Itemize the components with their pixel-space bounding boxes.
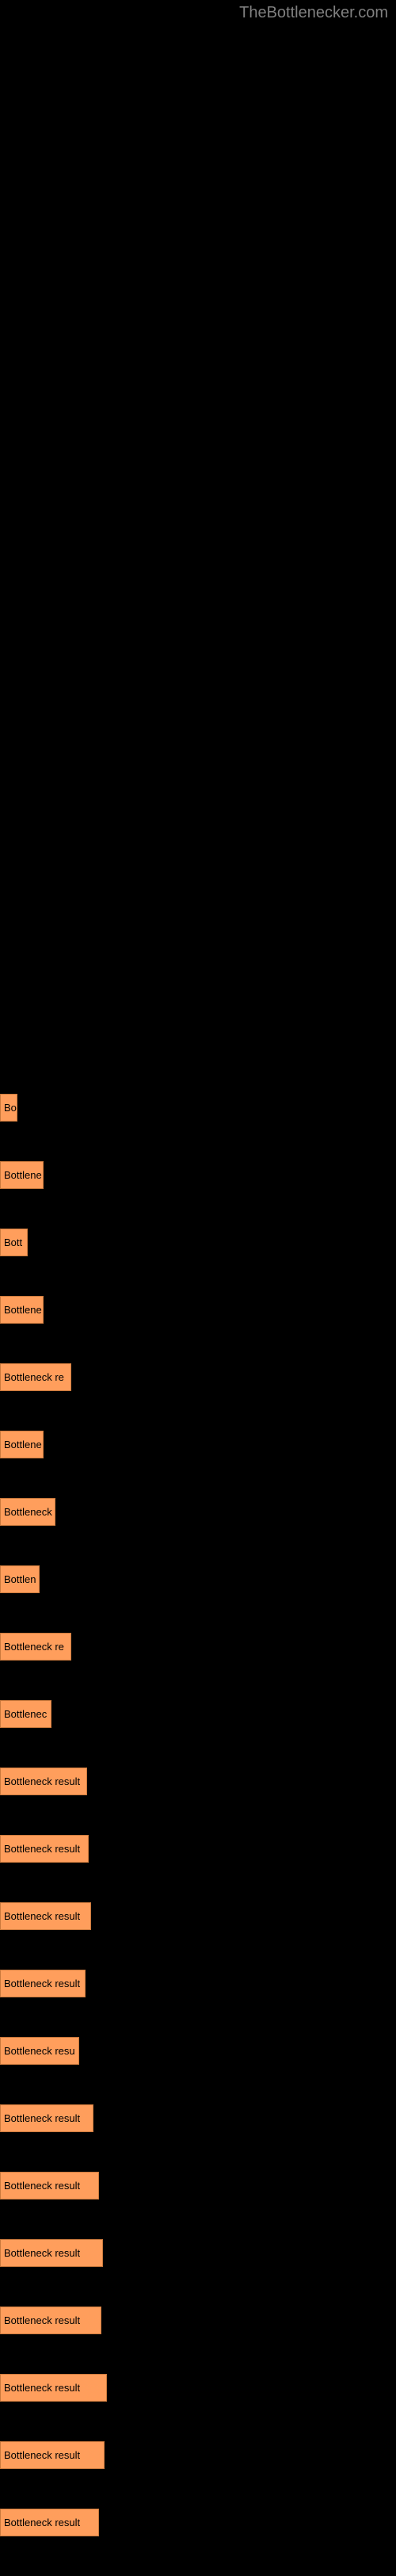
chart-bar: Bottleneck result: [0, 1768, 87, 1795]
chart-bar: Bottleneck result: [0, 2104, 93, 2132]
bar-row: Bottleneck resu: [0, 2037, 396, 2065]
chart-bar: Bottleneck result: [0, 2441, 105, 2469]
bar-row: Bottleneck result: [0, 1902, 396, 1930]
chart-bar: Bottleneck result: [0, 1902, 91, 1930]
bar-row: Bottlen: [0, 1565, 396, 1593]
chart-bar: Bottleneck result: [0, 1970, 86, 1997]
chart-bar: Bottleneck re: [0, 1633, 71, 1661]
chart-bar: Bottleneck result: [0, 1835, 89, 1863]
chart-bar: Bottleneck result: [0, 2239, 103, 2267]
chart-bar: Bottleneck result: [0, 2374, 107, 2402]
chart-bar: Bottleneck result: [0, 2172, 99, 2200]
bar-row: Bottleneck result: [0, 1970, 396, 1997]
bar-row: Bottleneck result: [0, 2509, 396, 2536]
bar-row: Bottlene: [0, 1431, 396, 1458]
bar-row: Bottlene: [0, 1161, 396, 1189]
chart-bar: Bottlen: [0, 1565, 40, 1593]
chart-bar: Bottlene: [0, 1161, 44, 1189]
bar-row: Bottleneck re: [0, 1363, 396, 1391]
bar-row: Bottleneck result: [0, 2374, 396, 2402]
bar-row: Bott: [0, 1229, 396, 1256]
chart-bar: Bottlene: [0, 1296, 44, 1324]
chart-bar: Bottleneck: [0, 1498, 55, 1526]
bar-row: Bottleneck result: [0, 1835, 396, 1863]
watermark-text: TheBottlenecker.com: [239, 4, 388, 22]
bar-row: Bo: [0, 1094, 396, 1122]
chart-bar: Bottleneck result: [0, 2307, 101, 2334]
chart-bar: Bottleneck resu: [0, 2037, 79, 2065]
chart-bar: Bottlenec: [0, 1700, 51, 1728]
bar-row: Bottleneck result: [0, 2172, 396, 2200]
bar-row: Bottleneck result: [0, 2441, 396, 2469]
bar-row: Bottleneck result: [0, 2239, 396, 2267]
chart-bar: Bottleneck result: [0, 2509, 99, 2536]
chart-bar: Bottleneck re: [0, 1363, 71, 1391]
chart-bar: Bottlene: [0, 1431, 44, 1458]
bar-row: Bottleneck result: [0, 1768, 396, 1795]
bar-row: Bottleneck re: [0, 1633, 396, 1661]
bar-row: Bottleneck: [0, 1498, 396, 1526]
bar-row: Bottlene: [0, 1296, 396, 1324]
bar-row: Bottlenec: [0, 1700, 396, 1728]
chart-bar: Bott: [0, 1229, 28, 1256]
chart-bar: Bo: [0, 1094, 17, 1122]
bar-chart: Bo Bottlene Bott Bottlene Bottleneck re Bottl…: [0, 0, 396, 2536]
bar-row: Bottleneck result: [0, 2307, 396, 2334]
bar-row: Bottleneck result: [0, 2104, 396, 2132]
